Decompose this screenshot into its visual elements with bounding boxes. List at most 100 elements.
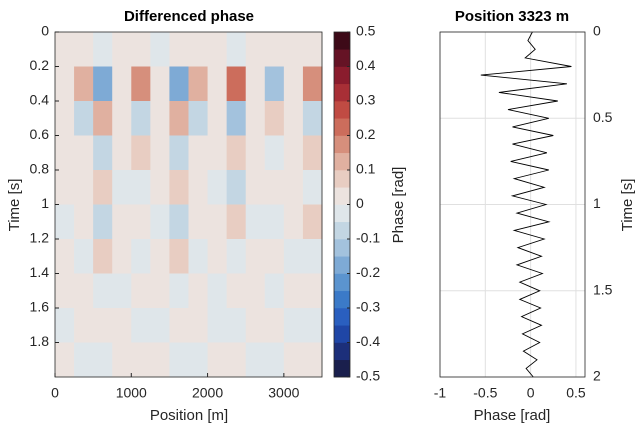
heatmap-cell (150, 239, 170, 274)
y-tick-label: 0 (593, 23, 601, 39)
heatmap-cell (131, 273, 151, 309)
y-axis-label: Time [s] (619, 179, 636, 232)
heatmap-cell (188, 239, 209, 274)
trace-title: Position 3323 m (455, 8, 569, 25)
y-tick-label: 0 (41, 23, 49, 39)
colorbar-tick-label: 0.3 (356, 92, 376, 108)
y-tick-label: 1 (41, 195, 49, 211)
heatmap-cell (93, 342, 113, 378)
heatmap-cell (226, 66, 247, 102)
heatmap-cell (112, 66, 132, 102)
x-tick-label: 2000 (192, 385, 223, 401)
heatmap-cell (245, 204, 266, 240)
heatmap-cell (264, 66, 285, 102)
heatmap-cell (93, 239, 113, 274)
heatmap-cell (150, 342, 170, 378)
y-tick-label: 0.2 (30, 57, 50, 73)
colorbar-band (334, 273, 350, 292)
heatmap-cell (169, 135, 189, 171)
heatmap-cell (169, 239, 189, 274)
heatmap-cell (55, 32, 75, 67)
heatmap-cell (283, 308, 304, 343)
heatmap-cell (169, 308, 189, 343)
heatmap-cell (207, 170, 228, 205)
colorbar-band (334, 239, 350, 257)
colorbar-label: Phase [rad] (390, 167, 407, 244)
heatmap-title: Differenced phase (124, 8, 254, 25)
colorbar-tick-label: 0.1 (356, 161, 376, 177)
heatmap-cell (150, 101, 170, 136)
heatmap-cell (188, 204, 209, 240)
heatmap-cell (264, 101, 285, 136)
heatmap-cell (169, 204, 189, 240)
heatmap-cell (226, 101, 247, 136)
heatmap-cell (207, 273, 228, 309)
heatmap-cell (264, 308, 285, 343)
heatmap-cell (55, 308, 75, 343)
heatmap-cell (264, 170, 285, 205)
colorbar-tick-label: -0.1 (356, 230, 380, 246)
colorbar-tick-label: 0.5 (356, 23, 376, 39)
trace-line (480, 31, 572, 378)
heatmap-cell (226, 342, 247, 378)
heatmap-cell (74, 135, 94, 171)
heatmap-cell (207, 66, 228, 102)
heatmap-cell (245, 342, 266, 378)
x-tick-label: -1 (434, 385, 447, 401)
x-tick-label: 0 (51, 385, 59, 401)
heatmap-cell (55, 273, 75, 309)
heatmap-cell (245, 66, 266, 102)
colorbar-tick-label: -0.3 (356, 299, 380, 315)
heatmap-cell (74, 170, 94, 205)
heatmap-cell (131, 342, 151, 378)
heatmap-cell (150, 32, 170, 67)
heatmap-cell (55, 170, 75, 205)
heatmap-cell (264, 204, 285, 240)
heatmap-cell (302, 101, 323, 136)
colorbar-band (334, 256, 350, 274)
heatmap-cell (93, 135, 113, 171)
heatmap-cell (245, 308, 266, 343)
heatmap-cell (264, 32, 285, 67)
heatmap-cell (131, 308, 151, 343)
heatmap-cell (150, 273, 170, 309)
heatmap-cell (264, 135, 285, 171)
heatmap-cell (112, 273, 132, 309)
heatmap-cell (112, 239, 132, 274)
heatmap-cell (188, 342, 209, 378)
heatmap-cell (93, 273, 113, 309)
heatmap-cell (74, 342, 94, 378)
heatmap-cell (226, 32, 247, 67)
y-tick-label: 1.6 (30, 299, 50, 315)
heatmap-cell (226, 204, 247, 240)
colorbar-band (334, 135, 350, 154)
heatmap-cell (131, 135, 151, 171)
heatmap-cell (150, 135, 170, 171)
heatmap-cell (55, 239, 75, 274)
colorbar-band (334, 204, 350, 223)
colorbar-band (334, 32, 350, 50)
heatmap-cell (93, 66, 113, 102)
heatmap-cell (302, 135, 323, 171)
colorbar-band (334, 359, 350, 378)
heatmap-cell (207, 32, 228, 67)
heatmap-cell (207, 308, 228, 343)
heatmap-cell (150, 308, 170, 343)
colorbar-band (334, 187, 350, 205)
y-tick-label: 1 (593, 195, 601, 211)
colorbar-tick-label: 0 (356, 195, 364, 211)
heatmap-cell (169, 273, 189, 309)
x-axis-label: Phase [rad] (474, 407, 551, 424)
heatmap-cell (245, 101, 266, 136)
heatmap-cell (188, 135, 209, 171)
heatmap-cell (302, 308, 323, 343)
heatmap-cell (264, 273, 285, 309)
colorbar-band (334, 49, 350, 67)
y-tick-label: 0.4 (30, 92, 50, 108)
heatmap-cell (226, 308, 247, 343)
heatmap-cell (283, 239, 304, 274)
heatmap-cell (245, 273, 266, 309)
y-tick-label: 1.8 (30, 333, 50, 349)
heatmap-cell (74, 204, 94, 240)
plot-frame (439, 31, 586, 378)
